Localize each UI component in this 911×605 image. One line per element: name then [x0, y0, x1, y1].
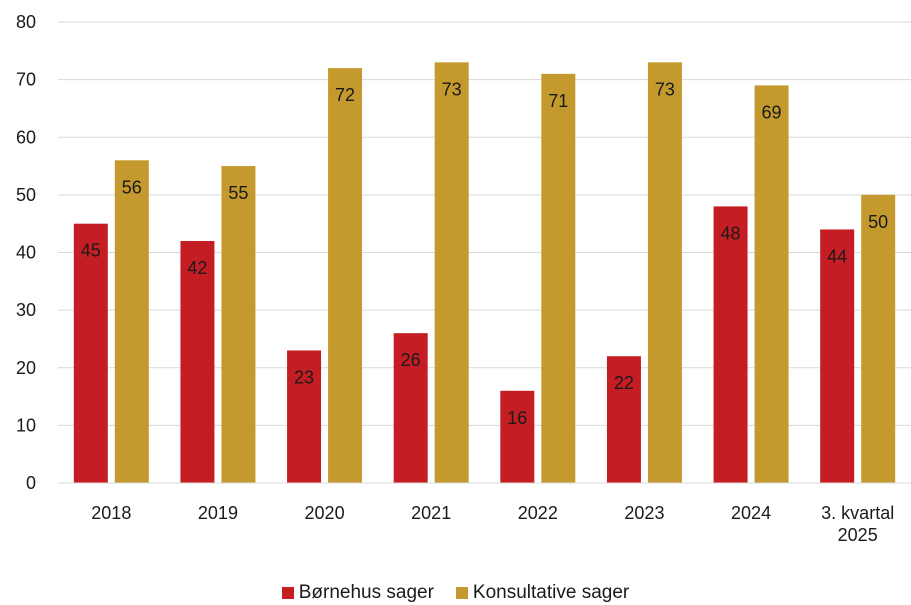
bar-series-1 — [755, 85, 789, 483]
y-axis: 0 10 20 30 40 50 60 70 80 — [16, 12, 36, 493]
bar-series-0 — [714, 206, 748, 483]
legend-item-series-0: Børnehus sager — [282, 580, 434, 605]
x-tick-label: 2022 — [518, 503, 558, 523]
data-label-series-0: 16 — [507, 408, 527, 428]
legend-swatch-series-0 — [282, 587, 294, 599]
bar-series-1 — [328, 68, 362, 483]
y-tick-label: 0 — [26, 473, 36, 493]
x-tick-label: 2023 — [624, 503, 664, 523]
data-label-series-0: 45 — [81, 241, 101, 261]
x-tick-label: 2024 — [731, 503, 771, 523]
bar-series-1 — [648, 62, 682, 483]
data-label-series-1: 73 — [655, 79, 675, 99]
bar-series-1 — [541, 74, 575, 483]
data-label-series-0: 42 — [187, 258, 207, 278]
data-label-series-1: 56 — [122, 177, 142, 197]
y-tick-label: 80 — [16, 12, 36, 32]
bar-series-0 — [500, 391, 534, 483]
y-tick-label: 60 — [16, 127, 36, 147]
legend-label-series-1: Konsultative sager — [473, 582, 629, 604]
y-tick-label: 20 — [16, 358, 36, 378]
legend: Børnehus sager Konsultative sager — [0, 580, 911, 605]
data-label-series-0: 23 — [294, 367, 314, 387]
bar-series-1 — [435, 62, 469, 483]
x-tick-label: 2020 — [305, 503, 345, 523]
x-tick-label: 2021 — [411, 503, 451, 523]
x-axis: 2018 2019 2020 2021 2022 2023 2024 3. kvartal 20… — [58, 483, 911, 545]
bar-series-1 — [115, 160, 149, 483]
y-tick-label: 10 — [16, 415, 36, 435]
x-tick-label: 3. kvartal 2025 — [821, 503, 894, 545]
legend-label-series-0: Børnehus sager — [299, 582, 434, 604]
y-tick-label: 40 — [16, 243, 36, 263]
legend-swatch-series-1 — [456, 587, 468, 599]
data-label-series-1: 50 — [868, 212, 888, 232]
bar-series-1 — [861, 195, 895, 483]
y-tick-label: 30 — [16, 300, 36, 320]
data-label-series-1: 69 — [762, 102, 782, 122]
bars: 45 56 42 55 23 72 26 73 16 71 22 73 48 69 44 50 — [74, 62, 895, 483]
data-label-series-1: 73 — [442, 79, 462, 99]
data-label-series-0: 44 — [827, 246, 847, 266]
data-label-series-1: 71 — [548, 91, 568, 111]
bar-series-0 — [820, 229, 854, 483]
data-label-series-0: 48 — [721, 223, 741, 243]
data-label-series-1: 55 — [228, 183, 248, 203]
legend-item-series-1: Konsultative sager — [456, 580, 629, 605]
x-tick-label: 2019 — [198, 503, 238, 523]
x-tick-label: 2018 — [91, 503, 131, 523]
data-label-series-0: 22 — [614, 373, 634, 393]
bar-series-1 — [221, 166, 255, 483]
y-tick-label: 70 — [16, 70, 36, 90]
data-label-series-1: 72 — [335, 85, 355, 105]
y-tick-label: 50 — [16, 185, 36, 205]
data-label-series-0: 26 — [401, 350, 421, 370]
bar-series-0 — [74, 224, 108, 483]
